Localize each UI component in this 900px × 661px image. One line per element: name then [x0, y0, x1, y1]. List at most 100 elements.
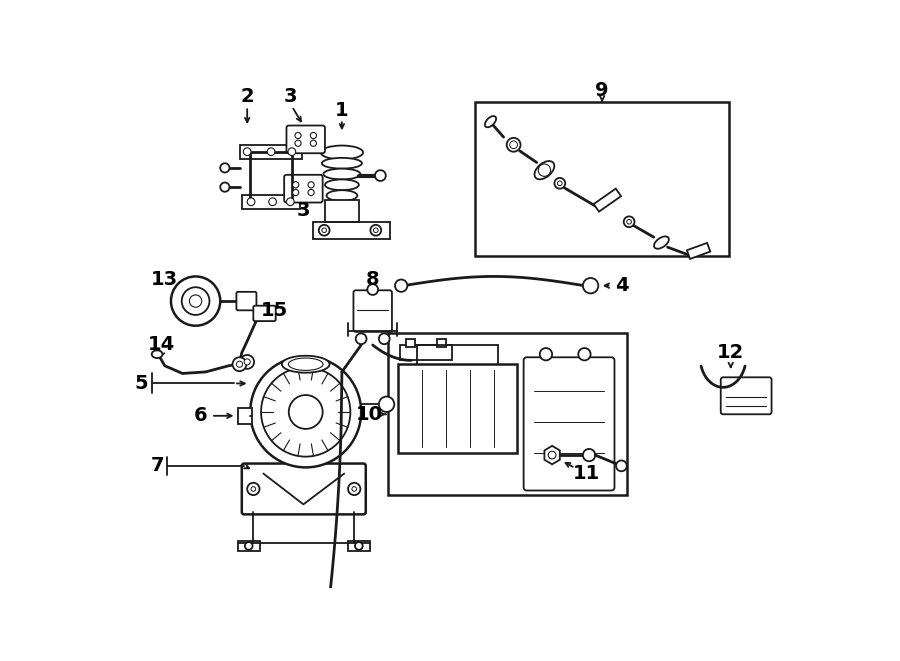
Circle shape: [286, 198, 294, 206]
FancyBboxPatch shape: [286, 126, 325, 153]
Circle shape: [267, 148, 274, 155]
Circle shape: [308, 182, 314, 188]
Text: 15: 15: [261, 301, 289, 320]
Circle shape: [554, 178, 565, 188]
Text: 3: 3: [297, 201, 310, 219]
Ellipse shape: [323, 169, 360, 179]
Circle shape: [251, 486, 256, 491]
Circle shape: [579, 348, 590, 360]
FancyBboxPatch shape: [524, 358, 615, 490]
Circle shape: [626, 219, 632, 224]
Ellipse shape: [282, 356, 329, 373]
Circle shape: [295, 140, 302, 146]
Text: 11: 11: [572, 464, 599, 483]
Text: 9: 9: [596, 81, 609, 100]
Ellipse shape: [325, 179, 359, 190]
Circle shape: [244, 359, 250, 365]
Circle shape: [538, 164, 551, 176]
Bar: [325, 200, 359, 222]
Ellipse shape: [654, 237, 669, 249]
Ellipse shape: [320, 145, 363, 159]
Circle shape: [245, 542, 253, 550]
Circle shape: [237, 361, 243, 368]
FancyBboxPatch shape: [242, 463, 365, 514]
Circle shape: [248, 483, 259, 495]
Circle shape: [624, 216, 634, 227]
Text: 6: 6: [194, 407, 208, 425]
Bar: [400, 345, 452, 360]
FancyBboxPatch shape: [237, 292, 256, 310]
Text: 10: 10: [356, 405, 382, 424]
Circle shape: [540, 348, 552, 360]
Circle shape: [295, 132, 302, 139]
Circle shape: [548, 451, 556, 459]
Text: 1: 1: [335, 100, 348, 120]
Circle shape: [182, 288, 210, 315]
Circle shape: [616, 461, 626, 471]
Circle shape: [583, 449, 595, 461]
Bar: [406, 339, 415, 346]
Text: 13: 13: [151, 270, 178, 289]
FancyBboxPatch shape: [721, 377, 771, 414]
Circle shape: [250, 356, 361, 467]
Text: 5: 5: [135, 374, 148, 393]
Circle shape: [292, 182, 299, 188]
Circle shape: [189, 295, 202, 307]
Text: 12: 12: [717, 343, 744, 362]
Bar: [475, 102, 729, 256]
Ellipse shape: [322, 158, 362, 169]
Circle shape: [220, 182, 230, 192]
Circle shape: [243, 148, 251, 155]
Circle shape: [220, 163, 230, 173]
Circle shape: [371, 225, 382, 235]
Text: 14: 14: [148, 336, 175, 354]
Circle shape: [375, 170, 386, 181]
Ellipse shape: [327, 190, 357, 201]
Circle shape: [583, 278, 599, 293]
Circle shape: [171, 276, 220, 326]
Circle shape: [367, 284, 378, 295]
Text: 7: 7: [150, 456, 164, 475]
Circle shape: [374, 228, 378, 233]
Bar: [240, 145, 302, 159]
Circle shape: [507, 138, 520, 152]
Bar: [398, 364, 518, 453]
Circle shape: [232, 358, 247, 371]
Circle shape: [240, 355, 254, 369]
Bar: [594, 188, 621, 212]
Circle shape: [509, 141, 518, 149]
Polygon shape: [544, 446, 560, 464]
Text: 8: 8: [366, 270, 380, 289]
Circle shape: [352, 486, 356, 491]
FancyBboxPatch shape: [254, 305, 275, 321]
Ellipse shape: [485, 116, 496, 128]
Circle shape: [269, 198, 276, 206]
Circle shape: [261, 368, 350, 457]
FancyBboxPatch shape: [354, 290, 392, 332]
Text: 2: 2: [240, 87, 254, 106]
Circle shape: [288, 148, 296, 155]
Circle shape: [310, 140, 317, 146]
Bar: [436, 339, 446, 346]
Circle shape: [319, 225, 329, 235]
Circle shape: [292, 190, 299, 196]
Bar: [388, 333, 626, 495]
Circle shape: [355, 542, 363, 550]
Circle shape: [379, 333, 390, 344]
Circle shape: [308, 190, 314, 196]
Circle shape: [379, 397, 394, 412]
Bar: [242, 195, 300, 209]
Circle shape: [248, 198, 255, 206]
Circle shape: [557, 181, 562, 186]
FancyBboxPatch shape: [284, 175, 322, 202]
Circle shape: [348, 483, 360, 495]
Text: 4: 4: [615, 276, 628, 295]
Bar: [238, 408, 252, 424]
Bar: [348, 541, 370, 551]
Circle shape: [289, 395, 323, 429]
Bar: [687, 243, 710, 259]
Circle shape: [322, 228, 327, 233]
Circle shape: [310, 132, 317, 139]
Ellipse shape: [535, 161, 554, 179]
Ellipse shape: [152, 350, 163, 358]
